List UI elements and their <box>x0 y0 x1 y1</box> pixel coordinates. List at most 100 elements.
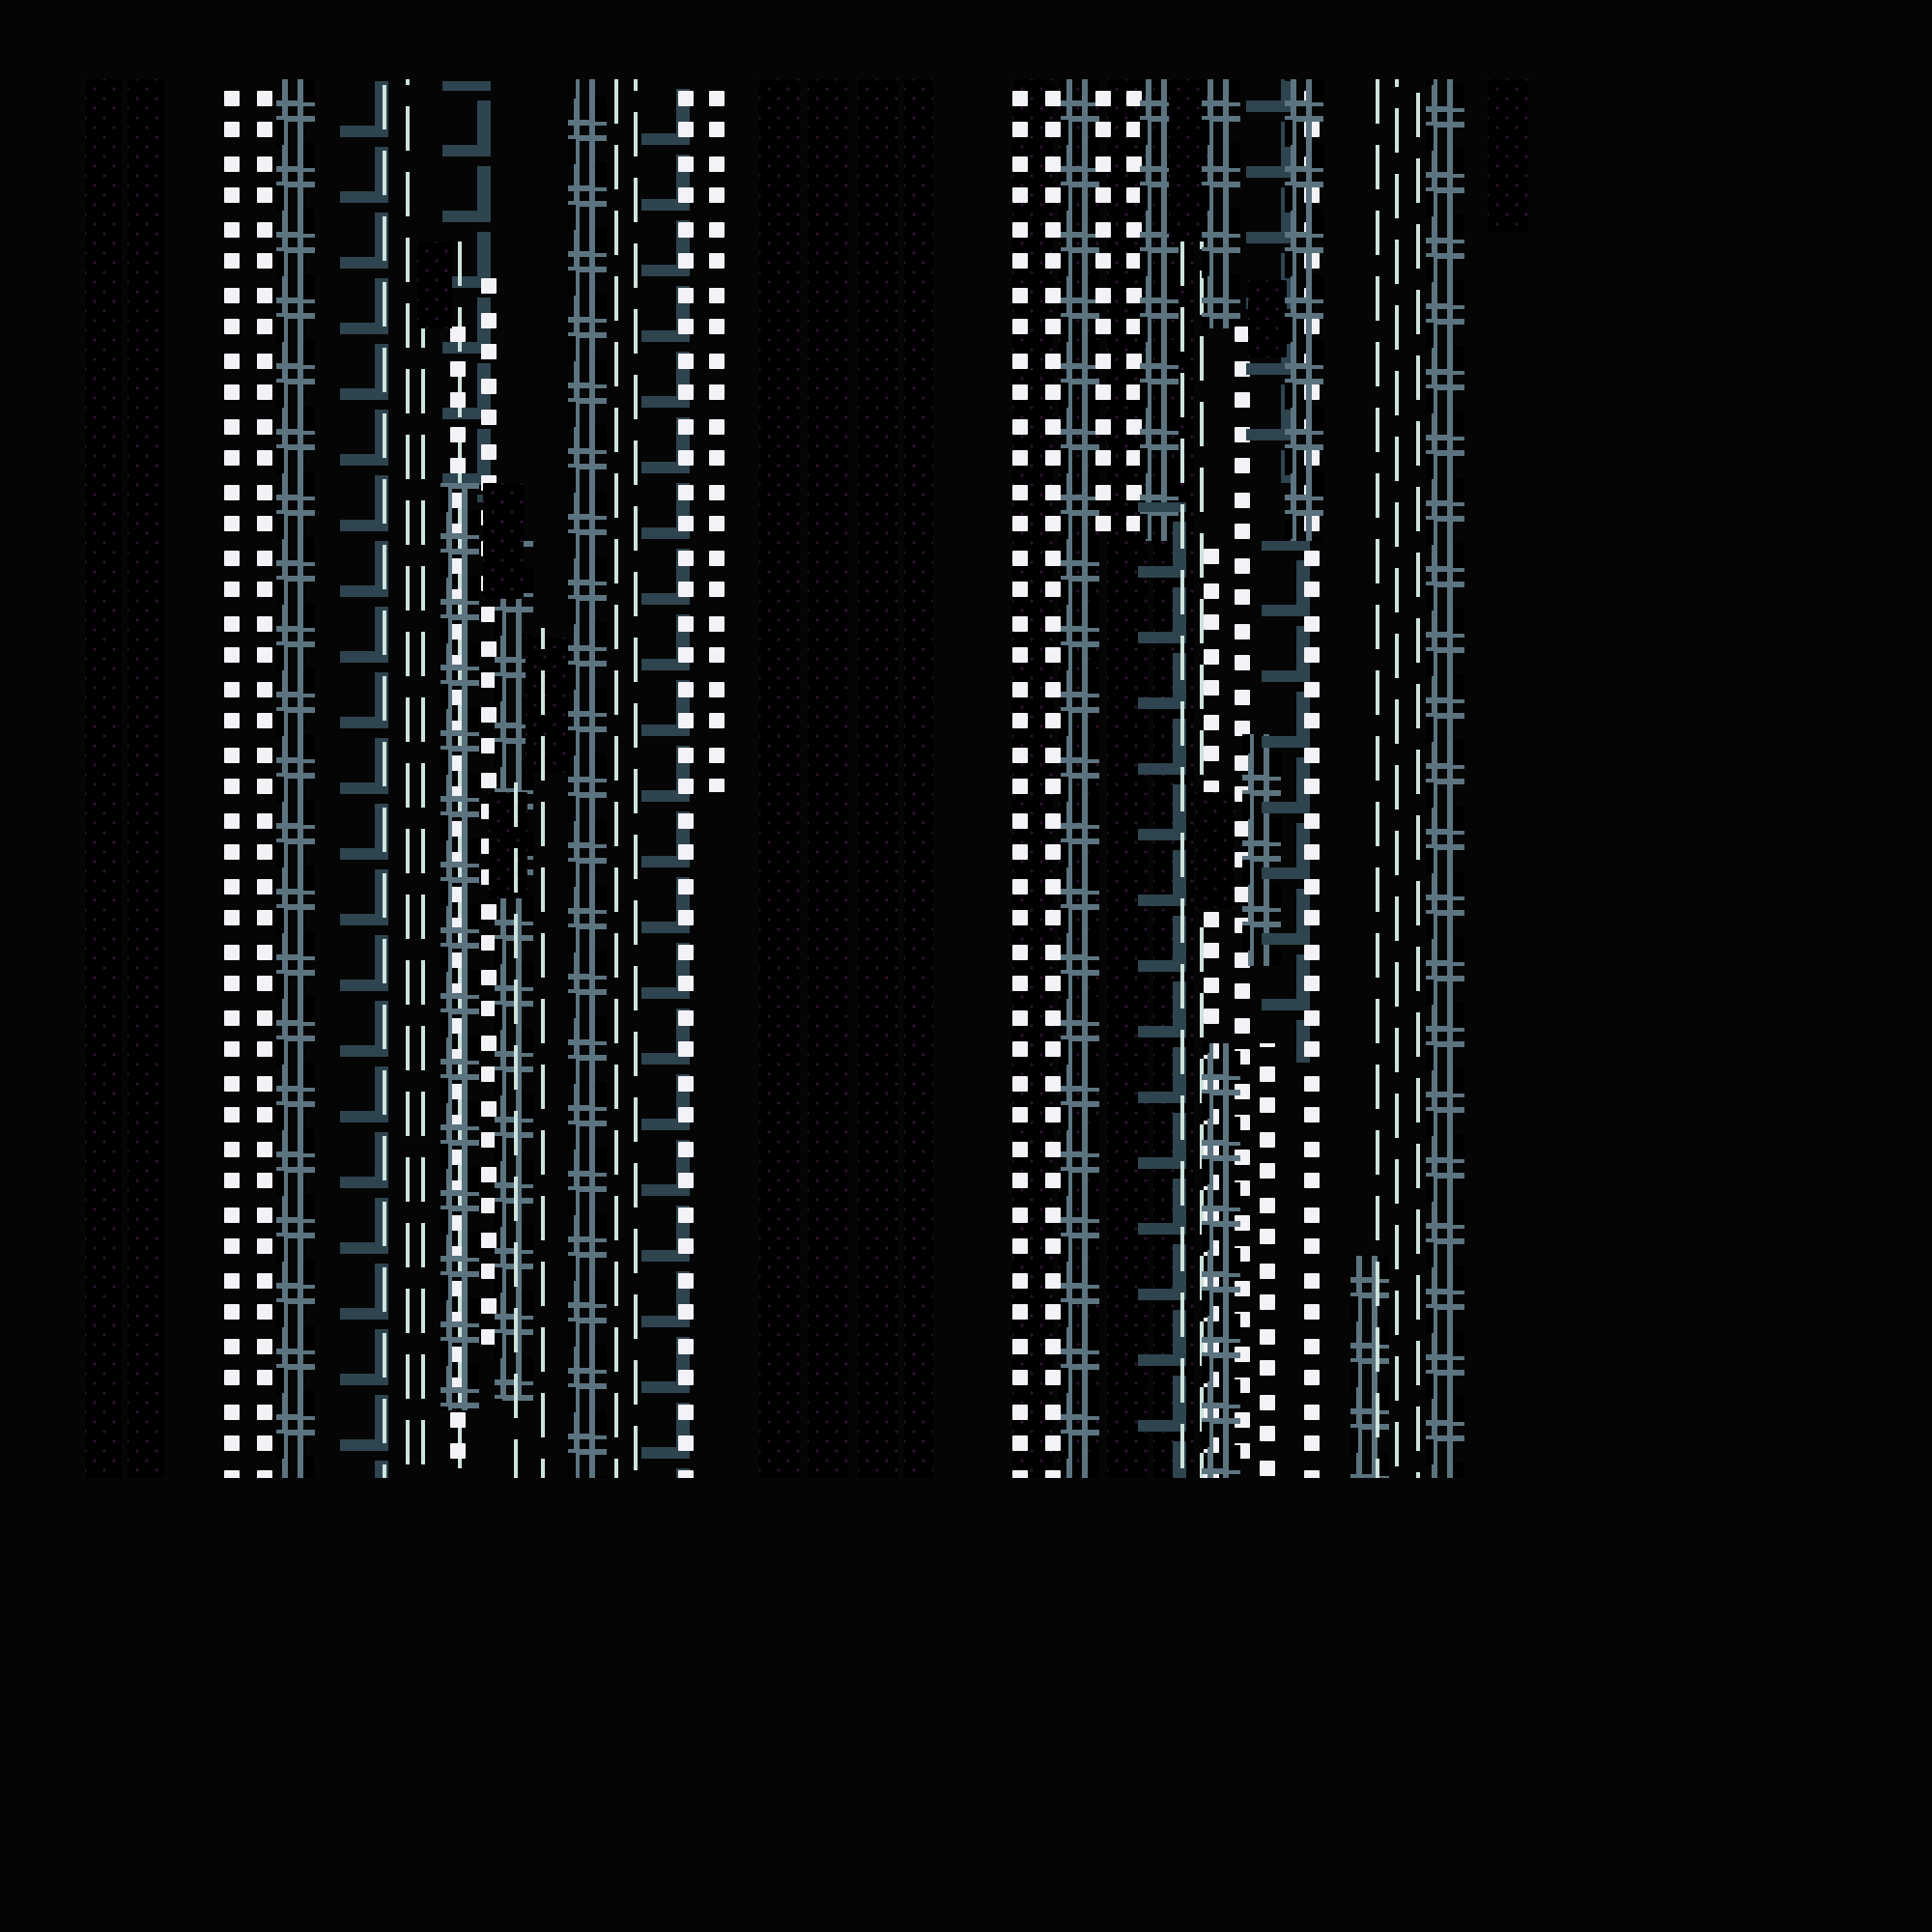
bracket-foot <box>641 856 690 867</box>
white-square <box>1260 1426 1275 1441</box>
bracket-foot <box>442 473 491 485</box>
cross-notch <box>595 491 607 516</box>
mint-rule-segment <box>1180 701 1184 746</box>
cross-vertical-bar <box>1248 951 1254 966</box>
cross-horizontal-bar <box>276 363 315 369</box>
cross-vertical-bar <box>1066 1262 1072 1327</box>
white-square <box>481 410 497 425</box>
cross-horizontal-bar <box>1202 313 1240 319</box>
cross-horizontal-bar <box>1202 1090 1240 1095</box>
cross-vertical-bar <box>282 999 288 1065</box>
cross-vertical-bar <box>1066 1196 1072 1262</box>
cross-notch <box>303 1260 315 1285</box>
cross-vertical-bar <box>1066 1065 1072 1130</box>
cross-horizontal-bar <box>276 904 315 910</box>
column-inner <box>1202 79 1240 328</box>
cross-vertical-bar <box>500 898 506 964</box>
cross-vertical-bar <box>574 79 580 99</box>
cross-vertical-bar <box>1432 1267 1437 1333</box>
cross-notch <box>1426 520 1434 547</box>
cross-notch <box>1088 668 1099 694</box>
mint-rule-segment <box>634 1097 638 1142</box>
cross-horizontal-bar <box>1285 247 1323 253</box>
column-rule-h <box>634 79 641 1478</box>
cross-vertical-bar <box>1432 216 1437 282</box>
column-dots-b <box>128 79 164 1478</box>
white-square <box>1012 354 1028 369</box>
cross-notch <box>1061 1171 1068 1198</box>
cross-notch <box>1453 280 1464 305</box>
cross-horizontal-bar <box>1285 363 1323 369</box>
white-square <box>678 1304 694 1320</box>
bracket-foot <box>340 323 388 334</box>
white-square <box>1045 1076 1061 1092</box>
cross-vertical-bar <box>1066 1459 1072 1478</box>
mint-rule-segment <box>541 1196 545 1240</box>
white-square <box>1045 1107 1061 1122</box>
cross-horizontal-bar <box>1061 429 1099 435</box>
white-square <box>224 1041 240 1057</box>
white-square <box>257 516 272 531</box>
cross-notch <box>276 514 284 541</box>
white-square <box>1045 1208 1061 1223</box>
cross-vertical-bar <box>1291 539 1296 541</box>
cross-horizontal-bar <box>1426 319 1464 325</box>
mint-rule-segment <box>1416 421 1420 466</box>
column-rule-c <box>421 290 429 1478</box>
cross-notch <box>1285 448 1293 475</box>
cross-notch <box>1088 1063 1099 1088</box>
white-square <box>1304 1304 1320 1320</box>
column-dots-e <box>526 638 570 773</box>
cross-horizontal-bar <box>1140 363 1179 369</box>
cross-vertical-bar <box>446 578 452 643</box>
cross-horizontal-bar <box>1061 1349 1099 1354</box>
white-square <box>1045 844 1061 860</box>
cross-vertical-bar <box>298 408 303 473</box>
cross-horizontal-bar <box>276 444 315 450</box>
white-square <box>1045 450 1061 466</box>
cross-horizontal-bar <box>1061 510 1099 516</box>
mint-rule-segment <box>421 566 425 611</box>
cross-vertical-bar <box>1082 145 1088 211</box>
cross-notch <box>1269 883 1281 908</box>
white-square <box>1045 1304 1061 1320</box>
white-square <box>257 910 272 925</box>
mint-rule-segment <box>383 1333 386 1378</box>
white-square <box>1012 616 1028 632</box>
cross-notch <box>1426 79 1434 87</box>
white-square <box>1204 746 1219 761</box>
cross-notch <box>276 974 284 1001</box>
cross-notch <box>468 773 479 798</box>
cross-notch <box>440 553 448 580</box>
cross-horizontal-bar <box>1140 232 1179 238</box>
cross-horizontal-bar <box>568 185 607 191</box>
white-square <box>224 516 240 531</box>
bracket-foot <box>1246 166 1294 178</box>
mint-rule-segment <box>1180 439 1184 483</box>
cross-notch <box>468 641 479 667</box>
cross-vertical-bar <box>282 408 288 473</box>
cross-notch <box>303 340 315 365</box>
mint-rule-segment <box>1180 767 1184 811</box>
cross-vertical-bar <box>516 636 522 701</box>
cross-vertical-bar <box>516 1030 522 1095</box>
mint-rule-segment <box>421 697 425 742</box>
cross-horizontal-bar <box>1061 444 1099 450</box>
white-square <box>1012 384 1028 400</box>
mint-rule-segment <box>1416 487 1420 531</box>
cross-vertical-bar <box>1082 1393 1088 1459</box>
cross-vertical-bar <box>1447 216 1453 282</box>
cross-notch <box>1426 1374 1434 1401</box>
cross-horizontal-bar <box>276 379 315 384</box>
cross-horizontal-bar <box>1426 829 1464 835</box>
white-square <box>257 222 272 238</box>
cross-notch <box>495 742 502 769</box>
mint-rule-segment <box>1416 1406 1420 1451</box>
bracket-foot <box>442 342 491 354</box>
mint-rule-segment <box>421 632 425 676</box>
white-square <box>1204 649 1219 665</box>
bracket-foot <box>1262 605 1310 616</box>
cross-vertical-bar <box>462 512 468 578</box>
cross-horizontal-bar <box>495 738 533 744</box>
mint-rule-segment <box>383 873 386 918</box>
